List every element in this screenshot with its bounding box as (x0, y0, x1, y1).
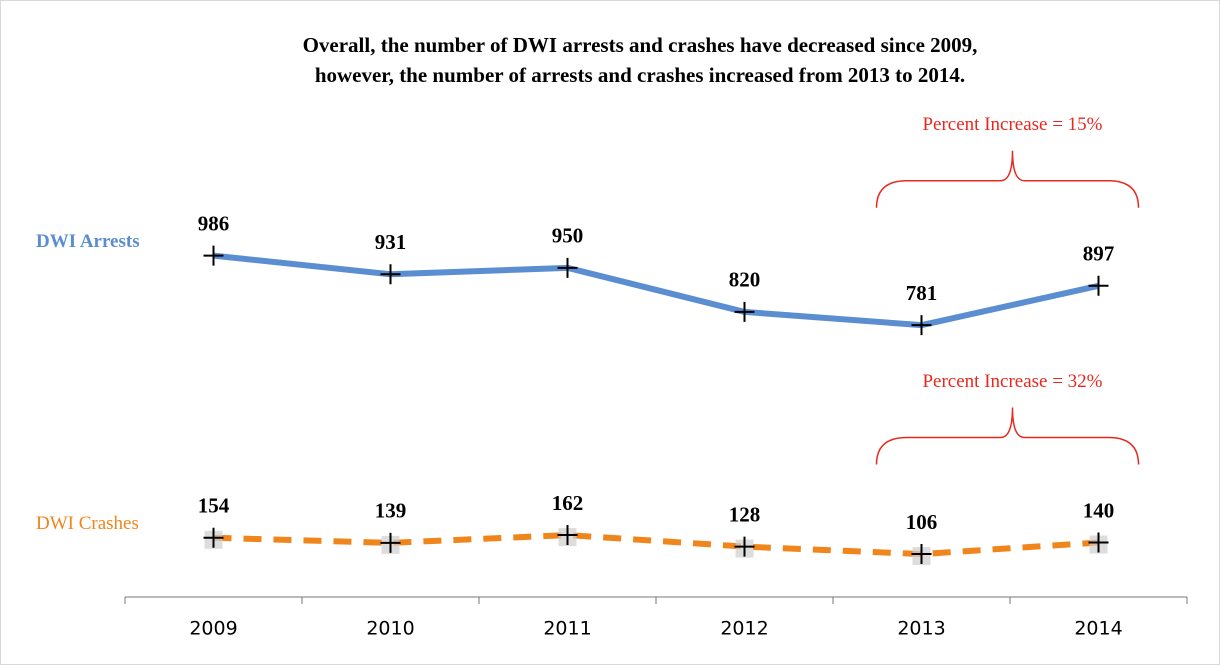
marker (911, 315, 932, 336)
brace (875, 407, 1140, 465)
x-tick-label: 2010 (366, 618, 414, 640)
data-label: 820 (729, 268, 761, 292)
data-label: 139 (375, 499, 407, 523)
x-tick-label: 2014 (1074, 618, 1122, 640)
data-label: 128 (729, 502, 761, 526)
data-label: 781 (906, 281, 938, 305)
chart-title: Overall, the number of DWI arrests and c… (303, 33, 978, 57)
x-tick-label: 2012 (720, 618, 768, 640)
data-label: 950 (552, 224, 584, 248)
legend-label: DWI Crashes (36, 513, 139, 534)
x-tick-label: 2011 (543, 618, 591, 640)
marker (557, 257, 578, 278)
data-label: 106 (906, 510, 938, 534)
marker (203, 245, 224, 266)
x-tick-label: 2013 (897, 618, 945, 640)
marker (380, 264, 401, 285)
chart-title: however, the number of arrests and crash… (315, 63, 965, 87)
marker (734, 301, 755, 322)
marker (557, 525, 578, 546)
data-label: 140 (1083, 498, 1115, 522)
x-tick-label: 2009 (189, 618, 237, 640)
brace (875, 150, 1140, 208)
annotation: Percent Increase = 32% (922, 371, 1102, 392)
data-label: 897 (1083, 242, 1115, 266)
marker (1088, 275, 1109, 296)
marker (734, 536, 755, 557)
marker (203, 527, 224, 548)
series-line (213, 252, 1100, 329)
data-label: 154 (198, 494, 230, 518)
annotation: Percent Increase = 15% (922, 114, 1102, 135)
marker (380, 532, 401, 553)
legend-label: DWI Arrests (36, 231, 140, 252)
marker (911, 544, 932, 565)
data-label: 986 (198, 211, 230, 235)
data-label: 162 (552, 491, 584, 515)
data-label: 931 (375, 230, 407, 254)
marker (1088, 532, 1109, 553)
